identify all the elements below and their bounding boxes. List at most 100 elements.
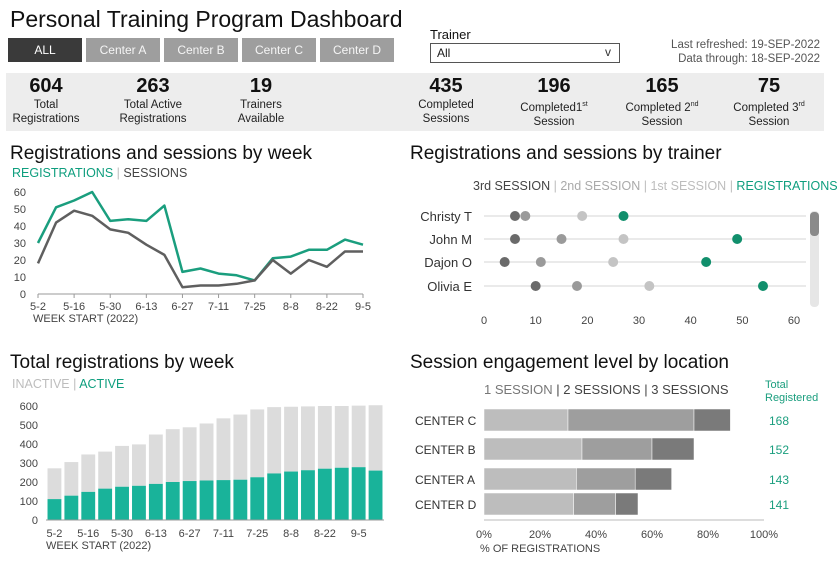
inactive-bar xyxy=(64,462,79,496)
data-through: Data through: 18-SEP-2022 xyxy=(678,53,820,65)
third-session-dot xyxy=(530,281,541,291)
scatter-chart: Christy T John M Dajon O Olivia E 0 10 20 30 40 5… xyxy=(420,209,819,327)
line-chart: 0 10 20 30 40 50 60 5-2 5-16 5-30 6-13 6-27 7-11 7-25… xyxy=(14,187,371,325)
x-tick-label: 60 xyxy=(788,315,800,327)
tab-center-d[interactable]: Center D xyxy=(320,38,394,62)
trainer-label: Dajon O xyxy=(424,255,472,270)
inactive-bar xyxy=(216,418,231,481)
y-tick-label: 20 xyxy=(14,255,26,267)
x-tick-label: 8-8 xyxy=(283,528,299,540)
total-registered-value: 141 xyxy=(769,498,789,512)
active-bar xyxy=(165,482,180,520)
y-tick-label: 600 xyxy=(20,401,38,413)
first-session-dot xyxy=(577,211,588,221)
active-bar xyxy=(47,499,62,520)
y-tick-label: 0 xyxy=(32,515,38,527)
registrations-dot xyxy=(618,211,629,221)
active-bar xyxy=(301,470,315,520)
active-bar xyxy=(216,480,231,520)
third-session-dot xyxy=(510,234,520,244)
bar-chart-legend: INACTIVE | ACTIVE xyxy=(12,377,125,391)
three-sessions-bar xyxy=(693,408,731,432)
x-tick-label: 6-13 xyxy=(135,301,157,313)
line-chart-title: Registrations and sessions by week xyxy=(10,143,313,164)
trainer-select[interactable]: All v xyxy=(430,43,620,63)
two-sessions-bar xyxy=(576,467,636,491)
one-session-bar xyxy=(483,408,569,432)
inactive-bar xyxy=(284,406,298,472)
x-tick-label: 40 xyxy=(685,315,697,327)
inactive-bar xyxy=(250,409,265,478)
kpi-total-registrations: 604 Total Registrations xyxy=(0,73,96,126)
kpi-completed-3rd: 75 Completed 3rd Session xyxy=(719,73,819,129)
y-tick-label: 60 xyxy=(14,187,26,199)
kpi-active-registrations: 263 Total Active Registrations xyxy=(103,73,203,126)
kpi-value: 75 xyxy=(757,75,781,97)
x-tick-label: 100% xyxy=(750,529,778,541)
y-tick-label: 30 xyxy=(14,238,26,250)
kpi-value: 196 xyxy=(537,75,571,97)
active-bar xyxy=(98,488,113,520)
x-tick-label: 5-2 xyxy=(46,528,62,540)
x-tick-label: 8-22 xyxy=(314,528,336,540)
total-registered-value: 168 xyxy=(769,414,789,428)
third-session-dot xyxy=(499,257,510,267)
y-tick-label: 0 xyxy=(20,289,26,301)
x-tick-label: 10 xyxy=(530,315,542,327)
x-tick-label: 30 xyxy=(633,315,645,327)
x-tick-label: 6-27 xyxy=(171,301,193,313)
kpi-value: 263 xyxy=(136,75,170,97)
y-tick-label: 300 xyxy=(20,458,38,470)
trainer-label: Trainer xyxy=(430,27,471,42)
first-session-dot xyxy=(608,257,619,267)
y-tick-label: 10 xyxy=(14,272,26,284)
active-bar xyxy=(199,480,214,520)
scrollbar-thumb[interactable] xyxy=(810,212,819,236)
x-tick-label: 5-2 xyxy=(30,301,46,313)
inactive-bar xyxy=(233,414,248,480)
kpi-label: Total Registrations xyxy=(12,99,80,125)
bar-chart-title: Total registrations by week xyxy=(10,352,234,373)
kpi-label: Completed 2nd Session xyxy=(625,101,699,128)
center-tabs: ALL Center A Center B Center C Center D xyxy=(8,38,394,62)
trainer-label: Christy T xyxy=(420,209,472,224)
scatter-chart-title: Registrations and sessions by trainer xyxy=(410,143,722,164)
second-session-dot xyxy=(520,211,531,221)
tab-all[interactable]: ALL xyxy=(8,38,82,62)
total-registered-header: Total Registered xyxy=(765,379,819,404)
two-sessions-bar xyxy=(581,437,653,461)
first-session-dot xyxy=(644,281,655,291)
inactive-bar xyxy=(301,406,315,471)
active-bar xyxy=(317,468,332,520)
two-sessions-bar xyxy=(573,492,616,516)
three-sessions-bar xyxy=(615,492,639,516)
three-sessions-bar xyxy=(651,437,695,461)
three-sessions-bar xyxy=(634,467,672,491)
registrations-line xyxy=(36,190,364,282)
kpi-completed-sessions: 435 Completed Sessions xyxy=(396,73,496,126)
tab-center-a[interactable]: Center A xyxy=(86,38,160,62)
x-tick-label: 5-16 xyxy=(77,528,99,540)
registrations-dot xyxy=(758,281,768,291)
kpi-value: 19 xyxy=(249,75,273,97)
inactive-bar xyxy=(368,405,383,471)
x-tick-label: 7-25 xyxy=(244,301,266,313)
kpi-label: Total Active Registrations xyxy=(119,99,187,125)
active-bar xyxy=(81,491,96,520)
location-label: CENTER D xyxy=(415,498,477,512)
x-axis-label: % OF REGISTRATIONS xyxy=(480,543,600,555)
kpi-value: 604 xyxy=(29,75,63,97)
total-registered-value: 143 xyxy=(769,473,789,487)
inactive-bar xyxy=(182,427,197,482)
one-session-bar xyxy=(483,437,583,461)
page-title: Personal Training Program Dashboard xyxy=(10,6,403,32)
bar-chart: 0 100 200 300 400 500 600 5-2 5-16 5-30 6-13 6-27 7-… xyxy=(20,401,384,552)
inactive-bar xyxy=(132,444,146,486)
second-session-dot xyxy=(556,234,567,244)
third-session-dot xyxy=(510,211,520,221)
active-bar xyxy=(284,471,298,520)
x-tick-label: 7-25 xyxy=(246,528,268,540)
active-bar xyxy=(233,479,248,520)
tab-center-c[interactable]: Center C xyxy=(242,38,316,62)
tab-center-b[interactable]: Center B xyxy=(164,38,238,62)
